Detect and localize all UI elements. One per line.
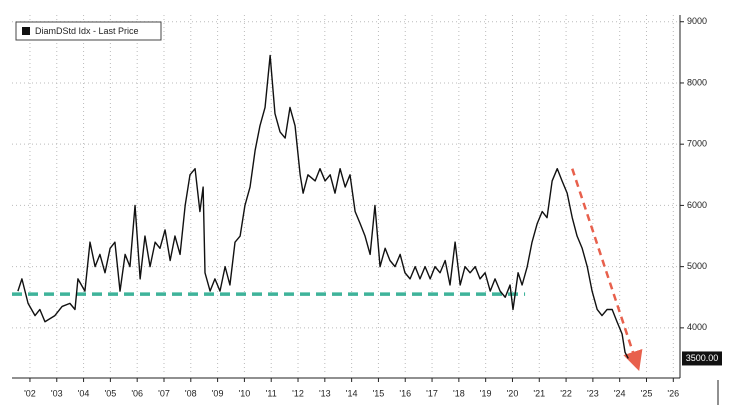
x-tick-label: '15 <box>373 388 385 398</box>
x-tick-label: '20 <box>507 388 519 398</box>
x-tick-label: '23 <box>587 388 599 398</box>
x-tick-label: '04 <box>78 388 90 398</box>
y-tick-label: 7000 <box>687 139 707 149</box>
y-tick-label: 4000 <box>687 322 707 332</box>
y-tick-label: 8000 <box>687 77 707 87</box>
x-tick-label: '11 <box>266 388 277 398</box>
last-price-box <box>682 351 722 366</box>
x-tick-label: '03 <box>51 388 63 398</box>
x-tick-label: '10 <box>239 388 251 398</box>
legend: DiamDStd Idx - Last Price <box>15 21 162 41</box>
x-tick-label: '06 <box>131 388 143 398</box>
x-tick-label: '09 <box>212 388 224 398</box>
x-tick-label: '08 <box>185 388 197 398</box>
y-tick-label: 6000 <box>687 200 707 210</box>
x-tick-label: '18 <box>453 388 465 398</box>
x-tick-label: '19 <box>480 388 492 398</box>
legend-label: DiamDStd Idx - Last Price <box>35 26 139 36</box>
x-tick-label: '25 <box>641 388 653 398</box>
x-tick-label: '05 <box>105 388 117 398</box>
price-line <box>17 54 629 359</box>
x-tick-label: '22 <box>560 388 572 398</box>
x-tick-label: '17 <box>426 388 438 398</box>
x-tick-label: '07 <box>158 388 170 398</box>
legend-frame <box>15 21 162 41</box>
x-tick-label: '21 <box>533 388 545 398</box>
y-tick-label: 5000 <box>687 261 707 271</box>
y-tick-label: 9000 <box>687 16 707 26</box>
last-price-label: 3500.00 <box>686 353 719 363</box>
x-tick-label: '16 <box>399 388 411 398</box>
x-tick-label: '26 <box>667 388 679 398</box>
legend-swatch <box>22 27 30 35</box>
x-tick-label: '12 <box>292 388 304 398</box>
trend-arrow <box>571 168 643 372</box>
x-tick-label: '02 <box>24 388 36 398</box>
x-tick-label: '14 <box>346 388 358 398</box>
x-tick-label: '24 <box>614 388 626 398</box>
x-tick-label: '13 <box>319 388 331 398</box>
